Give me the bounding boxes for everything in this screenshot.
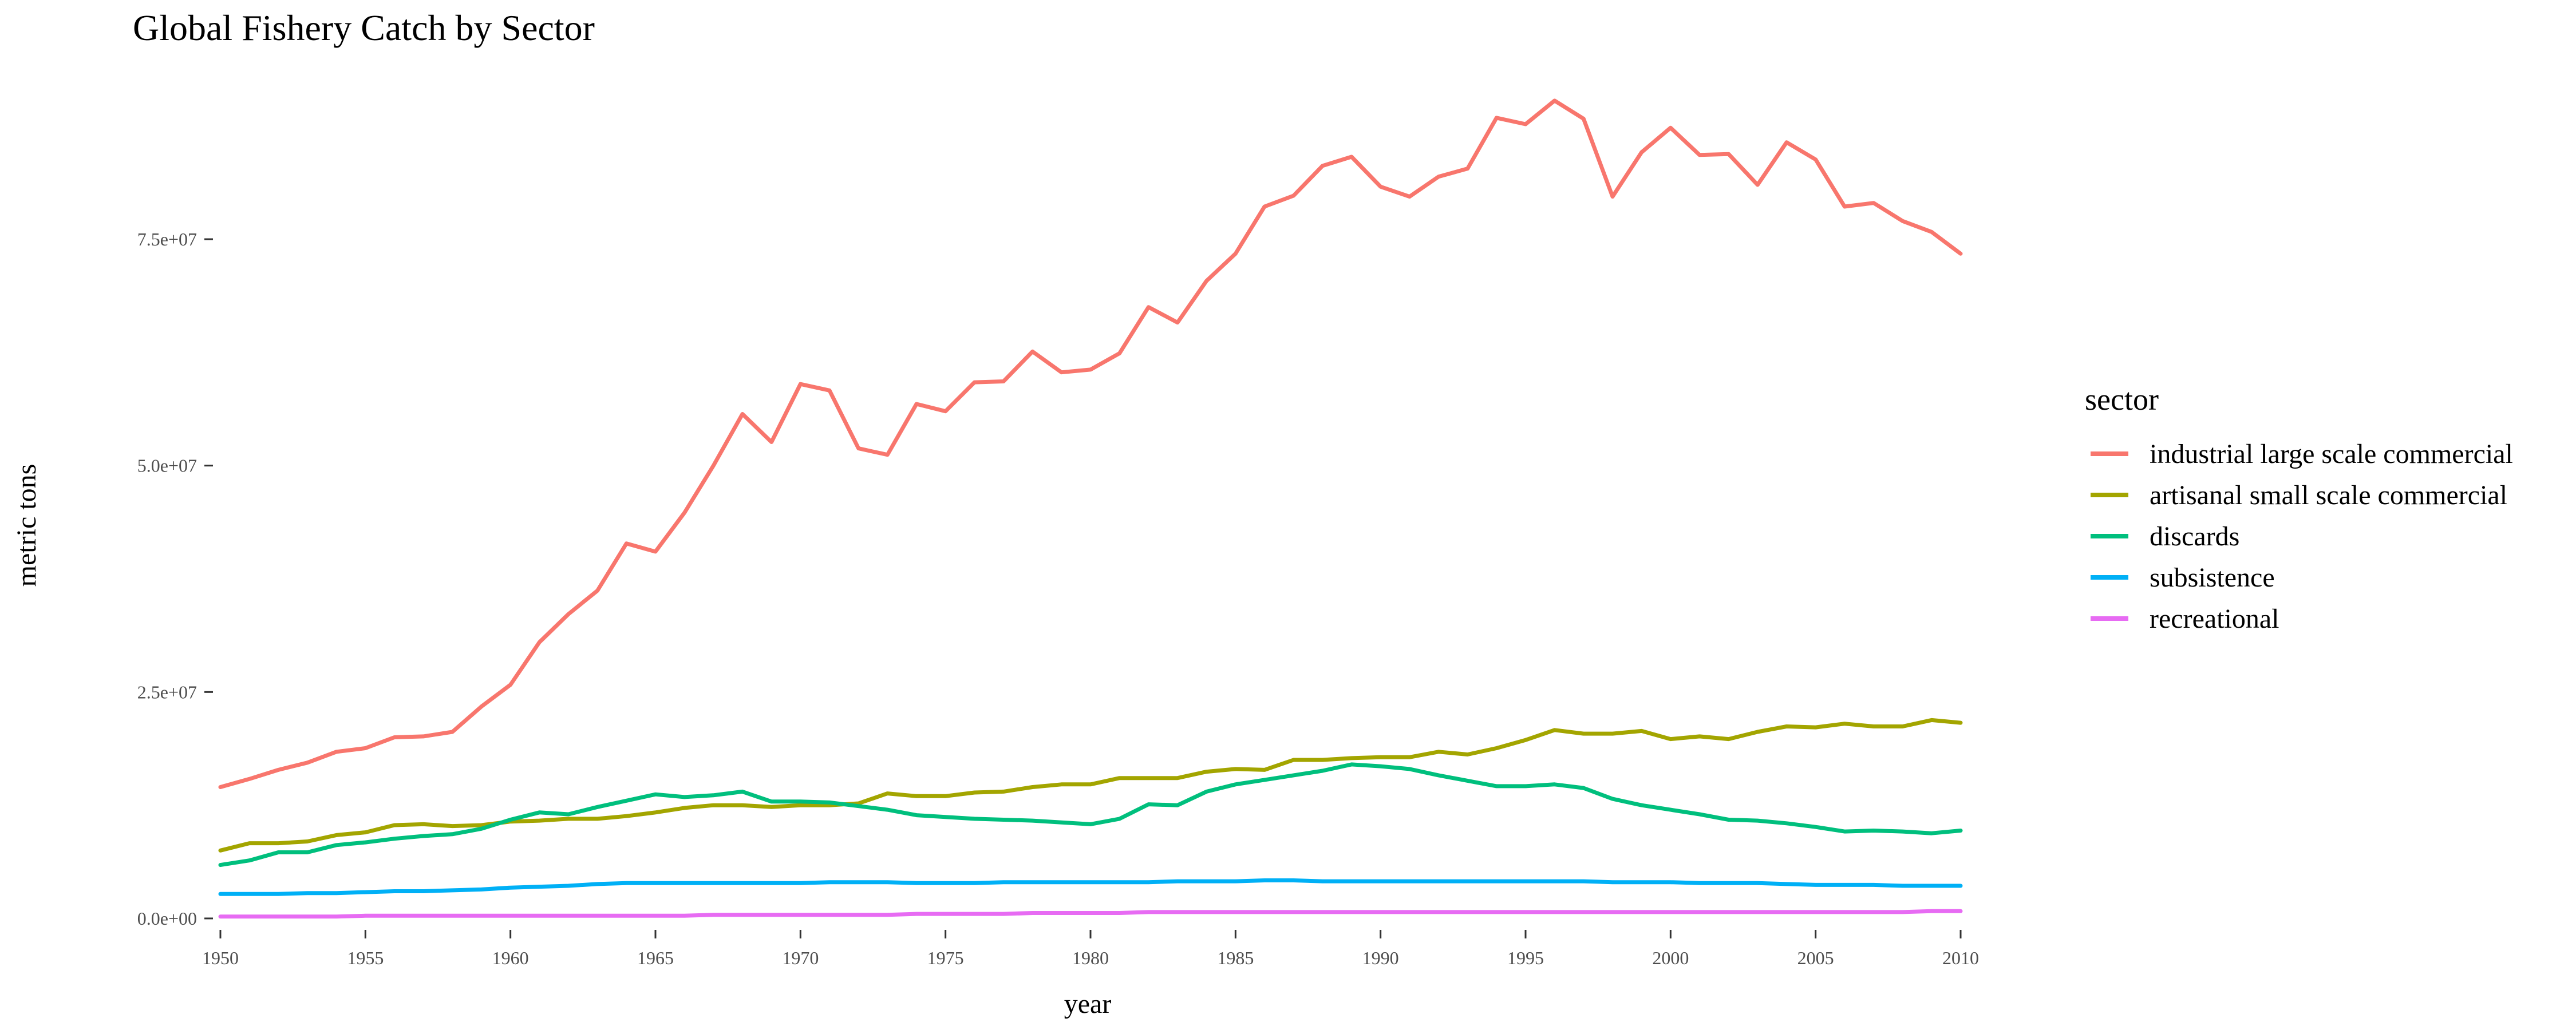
series-line-subsistence	[218, 878, 1963, 896]
x-tick-label: 2010	[1942, 948, 1979, 968]
x-tick-label: 1995	[1507, 948, 1544, 968]
legend-label: artisanal small scale commercial	[2150, 480, 2507, 510]
x-tick-label: 1985	[1217, 948, 1254, 968]
legend-label: recreational	[2150, 604, 2279, 634]
plot-area	[218, 98, 1963, 919]
series-line-discards	[218, 762, 1963, 867]
y-tick-label: 0.0e+00	[137, 908, 197, 929]
x-tick-label: 2005	[1797, 948, 1834, 968]
x-tick-label: 2000	[1652, 948, 1689, 968]
y-tick-label: 5.0e+07	[137, 455, 197, 476]
y-axis-title: metric tons	[11, 464, 42, 587]
legend-label: discards	[2150, 521, 2239, 552]
x-tick-label: 1975	[927, 948, 964, 968]
x-tick-label: 1960	[492, 948, 529, 968]
x-tick-label: 1980	[1072, 948, 1109, 968]
series-line-artisanal-small-scale-commercial	[218, 718, 1963, 853]
y-axis: 0.0e+00 2.5e+07 5.0e+07 7.5e+07	[137, 229, 213, 929]
legend-label: subsistence	[2150, 562, 2275, 593]
y-tick-label: 2.5e+07	[137, 682, 197, 702]
series-line-recreational	[218, 909, 1963, 919]
x-tick-label: 1990	[1362, 948, 1399, 968]
x-tick-label: 1950	[202, 948, 239, 968]
chart-title: Global Fishery Catch by Sector	[133, 7, 595, 48]
x-tick-label: 1965	[637, 948, 674, 968]
x-axis-title: year	[1064, 989, 1112, 1019]
x-axis: 1950 1955 1960 1965 1970 1975 1980 1985 1990 1995…	[202, 930, 1979, 968]
y-tick-label: 7.5e+07	[137, 229, 197, 249]
x-tick-label: 1970	[782, 948, 819, 968]
legend-title: sector	[2085, 382, 2159, 417]
legend-label: industrial large scale commercial	[2150, 439, 2513, 469]
legend: sector industrial large scale commercial…	[2085, 382, 2513, 634]
series-line-industrial-large-scale-commercial	[218, 98, 1963, 789]
x-tick-label: 1955	[347, 948, 384, 968]
